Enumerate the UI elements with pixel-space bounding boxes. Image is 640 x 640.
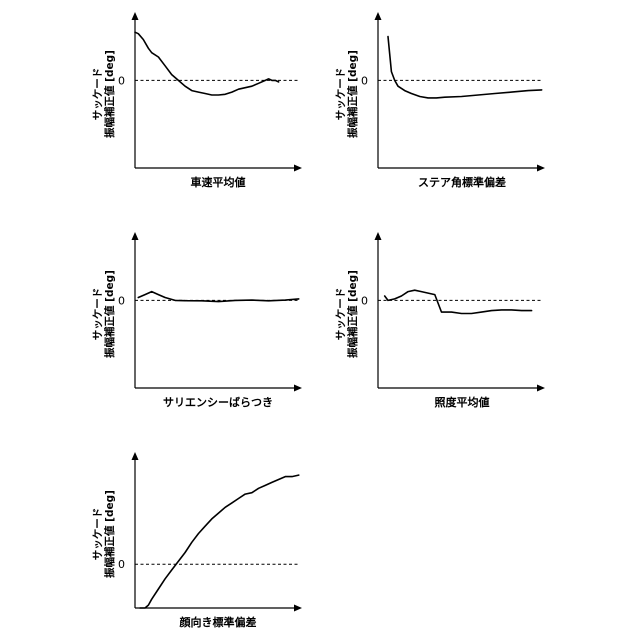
y-tick-label: 0: [118, 558, 125, 571]
x-axis-arrow-icon: [294, 605, 302, 612]
chart-grid: 0サッケード振幅補正値 [deg]車速平均値0サッケード振幅補正値 [deg]ス…: [0, 0, 640, 640]
chart-panel-4: 0 サッケード振幅補正値 [deg] 照度平均値: [335, 232, 545, 409]
y-axis-label-line2: 振幅補正値 [deg]: [103, 490, 116, 578]
y-axis-label-line1: サッケード: [335, 68, 347, 121]
x-axis-arrow-icon: [537, 165, 545, 172]
y-axis-arrow-icon: [375, 12, 382, 20]
x-axis-arrow-icon: [294, 385, 302, 392]
series-line-1: [385, 290, 532, 313]
series-line-1: [388, 37, 542, 98]
y-axis-label-line2: 振幅補正値 [deg]: [346, 270, 359, 358]
y-axis-label-line2: 振幅補正値 [deg]: [346, 50, 359, 138]
y-axis-label-line1: サッケード: [92, 508, 104, 561]
series-line-1: [140, 475, 299, 608]
y-axis-label-line2: 振幅補正値 [deg]: [103, 270, 116, 358]
y-axis-arrow-icon: [132, 12, 139, 20]
y-axis-label-line1: サッケード: [92, 68, 104, 121]
x-axis-label: 照度平均値: [435, 395, 490, 409]
x-axis-label: 車速平均値: [191, 175, 246, 189]
y-axis-arrow-icon: [132, 452, 139, 460]
y-tick-label: 0: [118, 294, 125, 307]
chart-panel-5: 0 サッケード振幅補正値 [deg] 顔向き標準偏差: [92, 452, 302, 629]
chart-panel-3: 0 サッケード振幅補正値 [deg] サリエンシーばらつき: [92, 232, 302, 409]
x-axis-label: ステア角標準偏差: [418, 175, 506, 189]
y-axis-label-line1: サッケード: [92, 288, 104, 341]
y-axis-label-line1: サッケード: [335, 288, 347, 341]
y-tick-label: 0: [361, 294, 368, 307]
series-line-1: [135, 32, 279, 95]
x-axis-label: サリエンシーばらつき: [163, 395, 273, 409]
y-tick-label: 0: [361, 74, 368, 87]
x-axis-arrow-icon: [294, 165, 302, 172]
y-axis-arrow-icon: [132, 232, 139, 240]
x-axis-arrow-icon: [537, 385, 545, 392]
chart-panel-2: 0 サッケード振幅補正値 [deg] ステア角標準偏差: [335, 12, 545, 189]
y-tick-label: 0: [118, 74, 125, 87]
chart-panel-1: 0 サッケード振幅補正値 [deg] 車速平均値: [92, 12, 302, 189]
y-axis-label-line2: 振幅補正値 [deg]: [103, 50, 116, 138]
y-axis-arrow-icon: [375, 232, 382, 240]
x-axis-label: 顔向き標準偏差: [179, 615, 257, 629]
